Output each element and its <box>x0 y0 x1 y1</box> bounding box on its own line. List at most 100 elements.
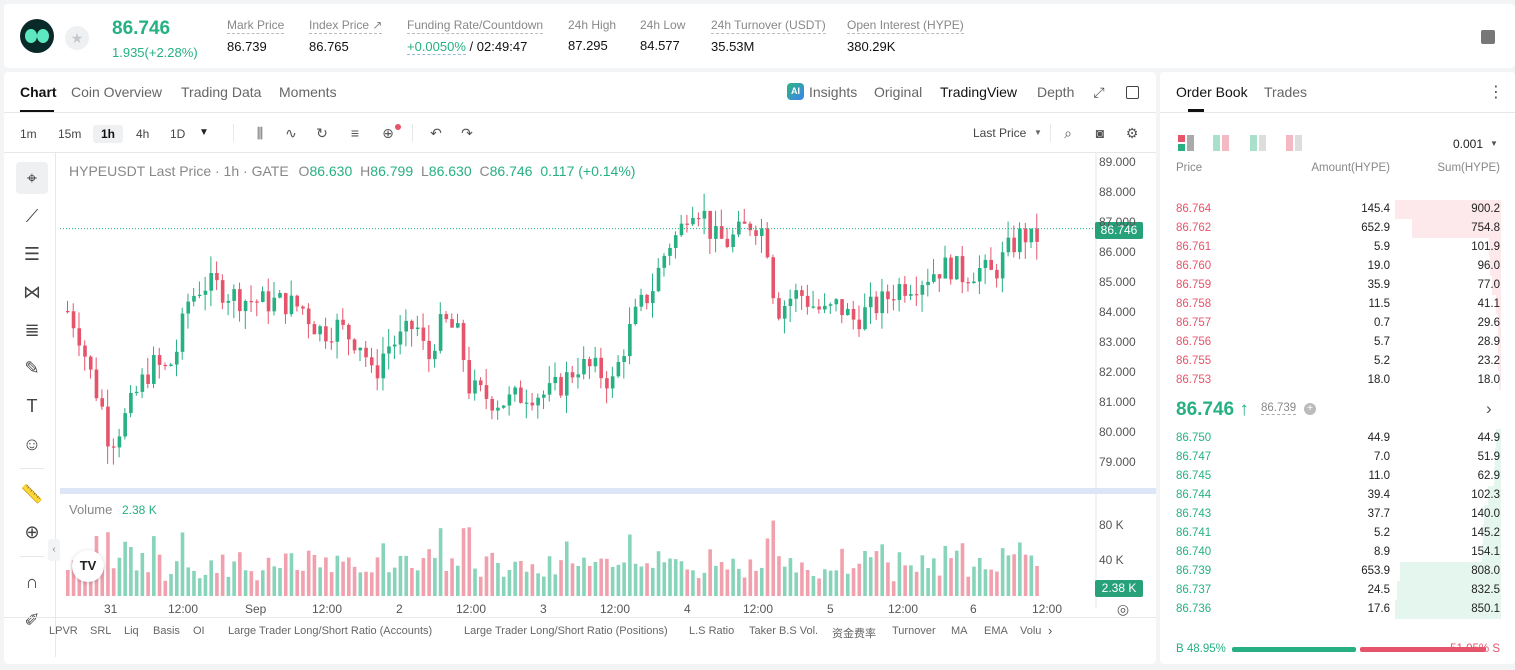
book-view-asks-icon[interactable] <box>1286 135 1302 151</box>
indicator-item[interactable]: SRL <box>90 625 112 637</box>
pattern-tool-icon[interactable]: ⋈ <box>23 282 41 302</box>
chevron-down-icon[interactable]: ▼ <box>199 127 209 138</box>
horizontal-lines-tool-icon[interactable]: ☰ <box>23 244 41 264</box>
orderbook-row[interactable]: 86.737 24.5 832.5 <box>1176 581 1501 600</box>
timeframe-4h[interactable]: 4h <box>136 127 150 141</box>
orderbook-row[interactable]: 86.750 44.9 44.9 <box>1176 429 1501 448</box>
search-icon[interactable]: ⌕ <box>1064 125 1072 141</box>
indicator-item[interactable]: 资金费率 <box>832 628 876 640</box>
reset-chart-icon[interactable]: ◎ <box>1116 601 1130 617</box>
order-amount: 5.2 <box>1374 527 1390 539</box>
candle-style-icon[interactable]: ⫼ <box>256 125 264 141</box>
magnet-icon[interactable]: ∩ <box>25 572 39 592</box>
view-original[interactable]: Original <box>874 84 923 100</box>
chevron-down-icon[interactable]: ▼ <box>1490 139 1498 148</box>
indicator-item[interactable]: Turnover <box>892 625 936 637</box>
replay-icon[interactable]: ↻ <box>316 125 328 141</box>
text-tool-icon[interactable]: T <box>26 396 38 416</box>
orderbook-row[interactable]: 86.756 5.7 28.9 <box>1176 333 1501 352</box>
indicator-item[interactable]: EMA <box>984 625 1008 637</box>
guide-book-icon[interactable] <box>1481 30 1495 44</box>
timeframe-1m[interactable]: 1m <box>20 127 37 141</box>
orderbook-row[interactable]: 86.758 11.5 41.1 <box>1176 295 1501 314</box>
chevron-right-icon[interactable]: › <box>1486 399 1492 418</box>
indicators-icon[interactable]: ∿ <box>285 125 297 141</box>
indicator-item[interactable]: OI <box>193 625 205 637</box>
favorite-star-icon[interactable]: ★ <box>65 26 89 50</box>
book-view-both-icon[interactable] <box>1178 135 1194 151</box>
indicator-item[interactable]: LPVR <box>49 625 78 637</box>
indicator-item[interactable]: Basis <box>153 625 180 637</box>
camera-icon[interactable]: ◙ <box>1095 125 1105 141</box>
divider <box>1050 124 1051 142</box>
chevron-down-icon[interactable]: ▼ <box>1034 128 1042 137</box>
undo-icon[interactable]: ↶ <box>430 125 442 141</box>
collapse-toolbar-icon[interactable]: ‹ <box>48 539 60 561</box>
volume-bar <box>66 570 70 596</box>
view-depth[interactable]: Depth <box>1037 84 1075 100</box>
orderbook-row[interactable]: 86.743 37.7 140.0 <box>1176 505 1501 524</box>
emoji-tool-icon[interactable]: ☺ <box>22 434 42 454</box>
orderbook-row[interactable]: 86.753 18.0 18.0 <box>1176 371 1501 390</box>
volume-bar <box>909 565 913 596</box>
tab-trades[interactable]: Trades <box>1264 84 1308 100</box>
volume-bar <box>169 574 173 596</box>
tab-coin-overview[interactable]: Coin Overview <box>71 84 163 100</box>
expand-icon[interactable]: ⤢ <box>1093 84 1105 100</box>
trendline-tool-icon[interactable]: ⟋ <box>25 206 39 226</box>
orderbook-row[interactable]: 86.757 0.7 29.6 <box>1176 314 1501 333</box>
stat-index-price[interactable]: Index Price ↗ 86.765 <box>309 18 383 54</box>
chevron-right-icon[interactable]: › <box>1048 623 1053 638</box>
orderbook-row[interactable]: 86.764 145.4 900.2 <box>1176 200 1501 219</box>
more-options-icon[interactable]: ⋮ <box>1488 84 1504 101</box>
orderbook-row[interactable]: 86.755 5.2 23.2 <box>1176 352 1501 371</box>
tradingview-logo-icon[interactable]: TV <box>72 550 104 582</box>
crosshair-tool-icon[interactable]: ⌖ <box>16 162 48 194</box>
indicator-item[interactable]: MA <box>951 625 968 637</box>
indicator-item[interactable]: L.S Ratio <box>689 625 735 637</box>
price-type-select[interactable]: Last Price <box>973 126 1027 140</box>
tab-trading-data[interactable]: Trading Data <box>181 84 262 100</box>
order-sum: 832.5 <box>1471 584 1500 596</box>
orderbook-row[interactable]: 86.760 19.0 96.0 <box>1176 257 1501 276</box>
window-icon[interactable] <box>1126 86 1139 99</box>
indicator-item[interactable]: Large Trader Long/Short Ratio (Positions… <box>464 625 668 637</box>
view-insights[interactable]: Insights <box>809 84 858 100</box>
redo-icon[interactable]: ↷ <box>461 125 473 141</box>
orderbook-row[interactable]: 86.762 652.9 754.8 <box>1176 219 1501 238</box>
pane-separator[interactable] <box>60 488 1156 494</box>
precision-select[interactable]: 0.001 <box>1453 137 1484 151</box>
orderbook-row[interactable]: 86.736 17.6 850.1 <box>1176 600 1501 619</box>
tab-order-book[interactable]: Order Book <box>1176 84 1248 100</box>
volume-bar <box>192 570 196 596</box>
ruler-tool-icon[interactable]: 📏 <box>20 484 44 504</box>
orderbook-row[interactable]: 86.745 11.0 62.9 <box>1176 467 1501 486</box>
zoom-in-icon[interactable]: ⊕ <box>24 522 40 542</box>
brush-tool-icon[interactable]: ✎ <box>24 358 40 378</box>
tab-moments[interactable]: Moments <box>279 84 337 100</box>
orderbook-row[interactable]: 86.739 653.9 808.0 <box>1176 562 1501 581</box>
indicator-item[interactable]: Taker B.S Vol. <box>749 625 819 637</box>
gear-icon[interactable]: ⚙ <box>1125 125 1139 141</box>
orderbook-row[interactable]: 86.747 7.0 51.9 <box>1176 448 1501 467</box>
fib-tool-icon[interactable]: ≣ <box>24 320 40 340</box>
indicator-item[interactable]: Volu <box>1020 625 1042 637</box>
add-alert-icon[interactable]: ⊕ <box>382 125 394 141</box>
candlestick-chart[interactable] <box>60 153 1156 608</box>
orderbook-row[interactable]: 86.761 5.9 101.9 <box>1176 238 1501 257</box>
timeframe-15m[interactable]: 15m <box>58 127 82 141</box>
timeframe-1d[interactable]: 1D <box>170 127 186 141</box>
view-tradingview[interactable]: TradingView <box>940 84 1018 100</box>
book-view-split-icon[interactable] <box>1213 135 1229 151</box>
pencil-lock-icon[interactable]: ✐ <box>24 610 40 630</box>
template-icon[interactable]: ≡ <box>350 125 360 141</box>
indicator-item[interactable]: Large Trader Long/Short Ratio (Accounts) <box>228 625 433 637</box>
orderbook-row[interactable]: 86.741 5.2 145.2 <box>1176 524 1501 543</box>
tab-chart[interactable]: Chart <box>20 84 57 100</box>
book-view-bids-icon[interactable] <box>1250 135 1266 151</box>
orderbook-row[interactable]: 86.744 39.4 102.3 <box>1176 486 1501 505</box>
orderbook-row[interactable]: 86.740 8.9 154.1 <box>1176 543 1501 562</box>
orderbook-row[interactable]: 86.759 35.9 77.0 <box>1176 276 1501 295</box>
timeframe-1h[interactable]: 1h <box>93 125 124 143</box>
indicator-item[interactable]: Liq <box>124 625 139 637</box>
